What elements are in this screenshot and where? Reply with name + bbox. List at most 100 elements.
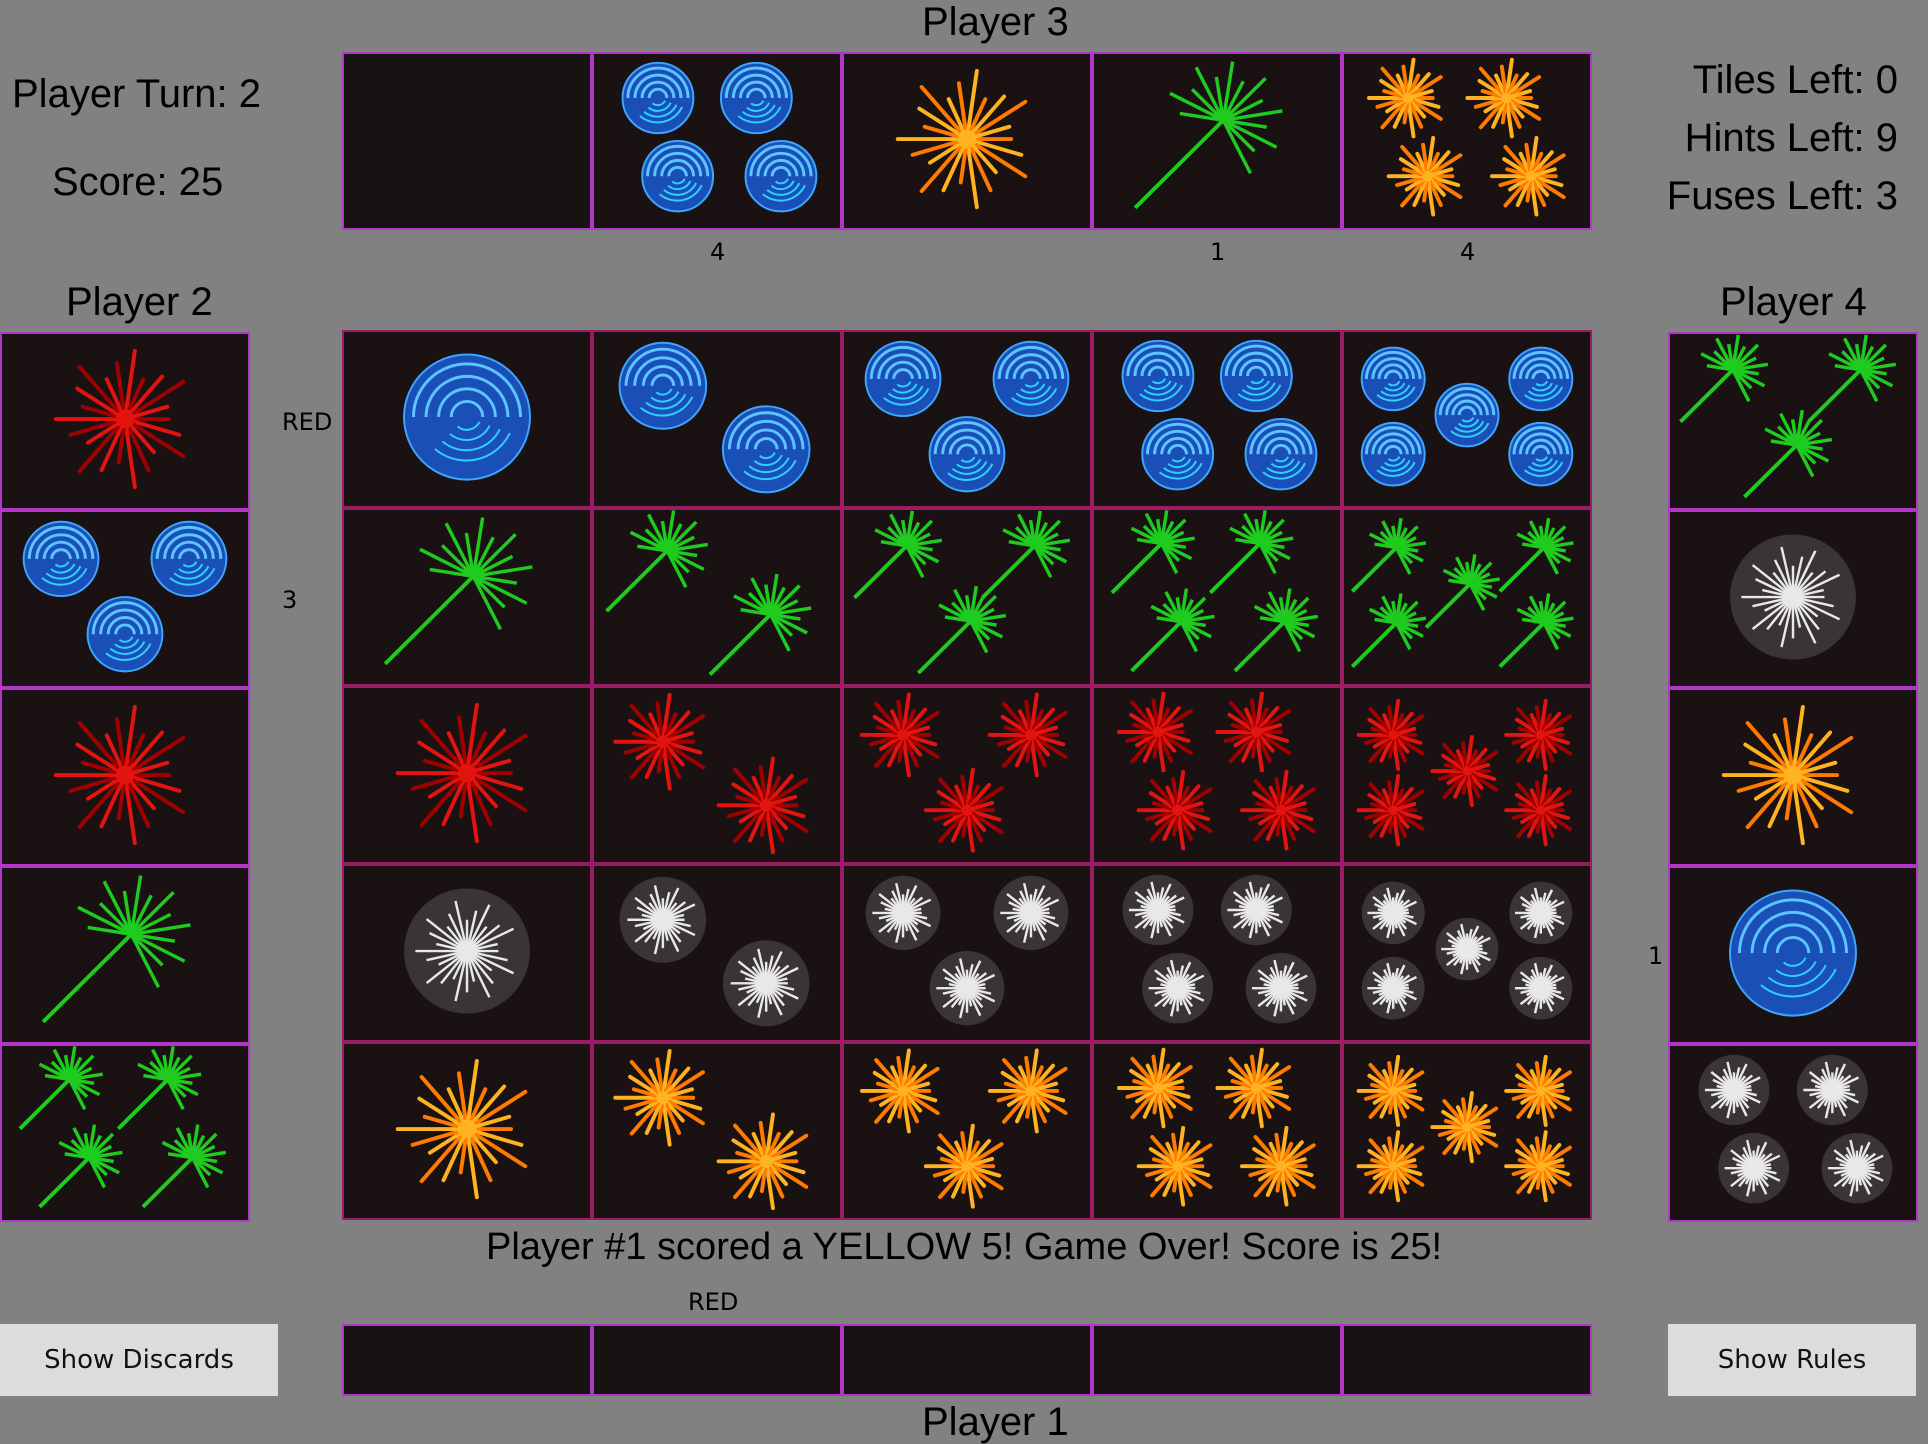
board-tile[interactable]: [842, 508, 1092, 686]
blue-firework: [1434, 382, 1500, 448]
board-tile[interactable]: [842, 686, 1092, 864]
yellow-firework: [895, 68, 1028, 210]
board-tile[interactable]: [592, 686, 842, 864]
player-3-hint: 4: [1460, 238, 1476, 266]
blue-firework: [992, 340, 1070, 418]
white-firework: [1122, 874, 1194, 946]
board-tile[interactable]: [592, 1042, 842, 1220]
player-1-card-slot[interactable]: [592, 1324, 842, 1396]
yellow-firework: [1430, 1091, 1499, 1164]
green-firework: [605, 510, 709, 613]
red-firework: [1215, 691, 1292, 773]
yellow-firework: [1504, 1130, 1572, 1203]
blue-firework: [1508, 421, 1574, 487]
white-firework: [1718, 1133, 1790, 1204]
red-firework: [1356, 698, 1425, 771]
player-3-card[interactable]: [1342, 52, 1592, 230]
green-firework: [116, 1046, 202, 1131]
player-4-card[interactable]: [1668, 1044, 1918, 1222]
yellow-firework: [613, 1048, 705, 1147]
board-tile[interactable]: [1342, 686, 1592, 864]
player-1-card-slot[interactable]: [1342, 1324, 1592, 1396]
board-tile[interactable]: [1092, 330, 1342, 508]
yellow-firework: [923, 1123, 1004, 1209]
green-firework: [1350, 517, 1427, 593]
blue-firework: [1141, 418, 1215, 491]
player-4-card[interactable]: [1668, 866, 1918, 1044]
board-tile[interactable]: [1342, 1042, 1592, 1220]
player-2-card[interactable]: [0, 332, 250, 510]
red-firework: [395, 702, 528, 844]
yellow-firework: [1136, 1125, 1213, 1207]
player-2-card[interactable]: [0, 866, 250, 1044]
green-firework: [1679, 334, 1769, 424]
player-3-card[interactable]: [342, 52, 592, 230]
blue-firework: [621, 61, 695, 135]
board-tile[interactable]: [342, 508, 592, 686]
red-firework: [923, 767, 1004, 853]
board-tile[interactable]: [592, 508, 842, 686]
player-1-name: Player 1: [922, 1400, 1069, 1444]
yellow-firework: [716, 1112, 809, 1211]
player-3-name: Player 3: [922, 0, 1069, 44]
board-tile[interactable]: [1092, 1042, 1342, 1220]
red-firework: [1504, 698, 1572, 771]
yellow-firework: [1367, 57, 1443, 139]
white-firework: [404, 888, 530, 1014]
board-tile[interactable]: [842, 864, 1092, 1042]
board-tile[interactable]: [1092, 864, 1342, 1042]
yellow-firework: [1356, 1130, 1425, 1203]
player-3-card[interactable]: [842, 52, 1092, 230]
player-1-card-slot[interactable]: [1092, 1324, 1342, 1396]
player-3-hint: 4: [710, 238, 726, 266]
board-tile[interactable]: [842, 1042, 1092, 1220]
player-4-name: Player 4: [1720, 280, 1867, 324]
blue-firework: [1729, 889, 1857, 1017]
board-tile[interactable]: [1342, 864, 1592, 1042]
player-4-card[interactable]: [1668, 510, 1918, 688]
board-tile[interactable]: [1342, 330, 1592, 508]
board-tile[interactable]: [592, 864, 842, 1042]
show-rules-button[interactable]: Show Rules: [1668, 1324, 1916, 1396]
player-1-card-slot[interactable]: [342, 1324, 592, 1396]
player-4-card[interactable]: [1668, 688, 1918, 866]
player-2-card[interactable]: [0, 1044, 250, 1222]
player-4-card[interactable]: [1668, 332, 1918, 510]
board-tile[interactable]: [342, 864, 592, 1042]
red-firework: [613, 692, 705, 791]
player-2-hint: RED: [282, 408, 333, 436]
board-tile[interactable]: [1092, 508, 1342, 686]
white-firework: [1435, 917, 1499, 981]
green-firework: [41, 875, 191, 1024]
player-4-hint: 1: [1648, 942, 1664, 970]
board-tile[interactable]: [1092, 686, 1342, 864]
yellow-firework: [859, 1048, 940, 1134]
board-tile[interactable]: [342, 1042, 592, 1220]
board-tile[interactable]: [342, 686, 592, 864]
white-firework: [1509, 881, 1573, 945]
player-2-card[interactable]: [0, 688, 250, 866]
blue-firework: [403, 353, 531, 481]
green-firework: [1233, 588, 1319, 673]
show-discards-button[interactable]: Show Discards: [0, 1324, 278, 1396]
yellow-firework: [1465, 57, 1542, 139]
yellow-firework: [395, 1058, 528, 1200]
red-firework: [53, 704, 186, 846]
player-1-card-slot[interactable]: [842, 1324, 1092, 1396]
player-3-card[interactable]: [1092, 52, 1342, 230]
green-firework: [1133, 61, 1283, 210]
blue-firework: [1244, 418, 1318, 491]
blue-firework: [641, 140, 715, 213]
board-tile[interactable]: [592, 330, 842, 508]
player-3-card[interactable]: [592, 52, 842, 230]
board-tile[interactable]: [842, 330, 1092, 508]
red-firework: [987, 692, 1068, 778]
board-tile[interactable]: [1342, 508, 1592, 686]
yellow-firework: [1215, 1047, 1292, 1129]
tiles-left: Tiles Left: 0: [1692, 58, 1898, 102]
player-2-card[interactable]: [0, 510, 250, 688]
board-tile[interactable]: [342, 330, 592, 508]
red-firework: [1136, 769, 1213, 851]
yellow-firework: [1356, 1054, 1425, 1127]
green-firework: [141, 1124, 227, 1209]
